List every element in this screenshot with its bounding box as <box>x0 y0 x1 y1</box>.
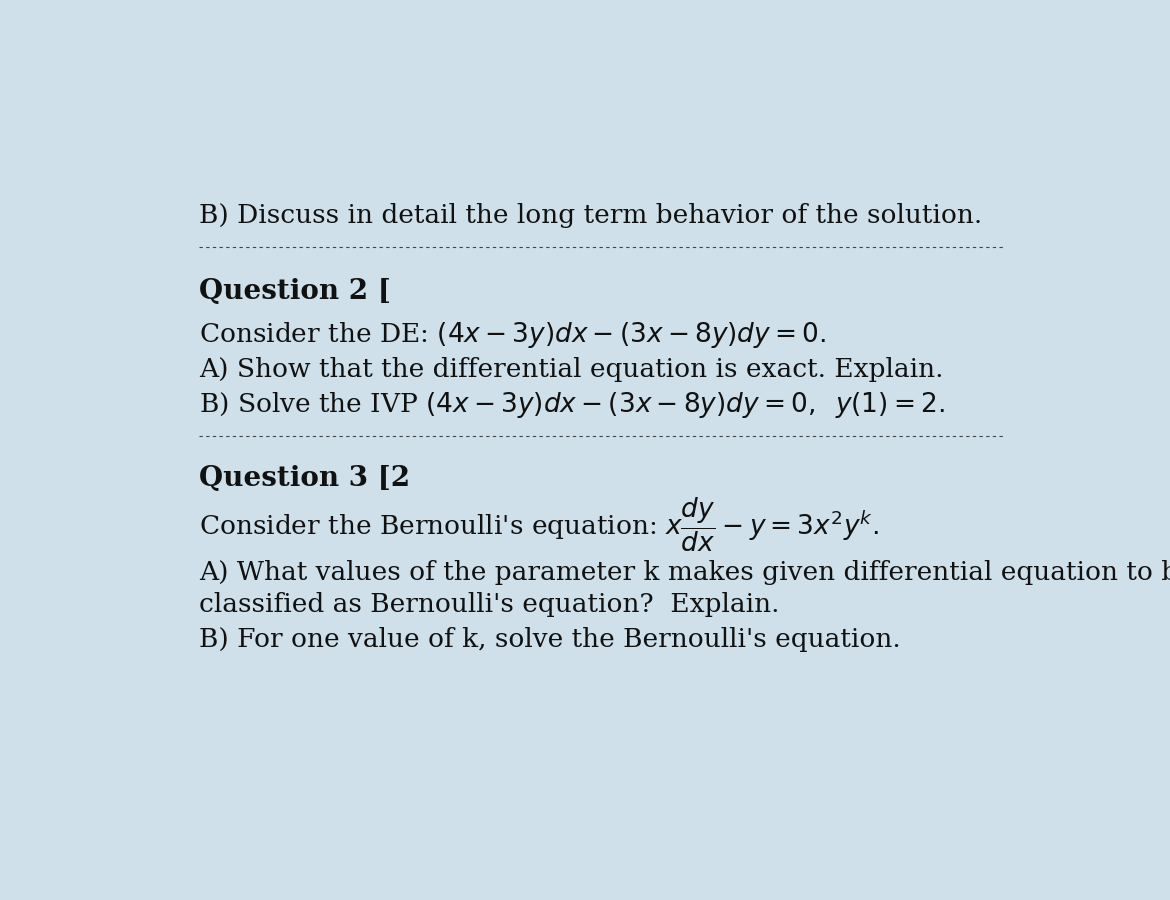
Text: B) Discuss in detail the long term behavior of the solution.: B) Discuss in detail the long term behav… <box>199 202 982 228</box>
Text: classified as Bernoulli's equation?  Explain.: classified as Bernoulli's equation? Expl… <box>199 592 779 617</box>
Text: A) Show that the differential equation is exact. Explain.: A) Show that the differential equation i… <box>199 357 943 382</box>
Text: B) For one value of k, solve the Bernoulli's equation.: B) For one value of k, solve the Bernoul… <box>199 627 901 652</box>
Text: Consider the Bernoulli's equation: $x\dfrac{dy}{dx} - y = 3x^2 y^k.$: Consider the Bernoulli's equation: $x\df… <box>199 496 879 554</box>
Text: Consider the DE: $(4x - 3y)dx - (3x - 8y)dy = 0.$: Consider the DE: $(4x - 3y)dx - (3x - 8y… <box>199 320 826 350</box>
Text: B) Solve the IVP $(4x - 3y)dx - (3x - 8y)dy = 0, \;\; y(1) = 2.$: B) Solve the IVP $(4x - 3y)dx - (3x - 8y… <box>199 390 944 419</box>
Text: Question 2 [: Question 2 [ <box>199 278 391 305</box>
Text: Question 3 [2: Question 3 [2 <box>199 465 410 492</box>
Text: A) What values of the parameter k makes given differential equation to be: A) What values of the parameter k makes … <box>199 560 1170 585</box>
